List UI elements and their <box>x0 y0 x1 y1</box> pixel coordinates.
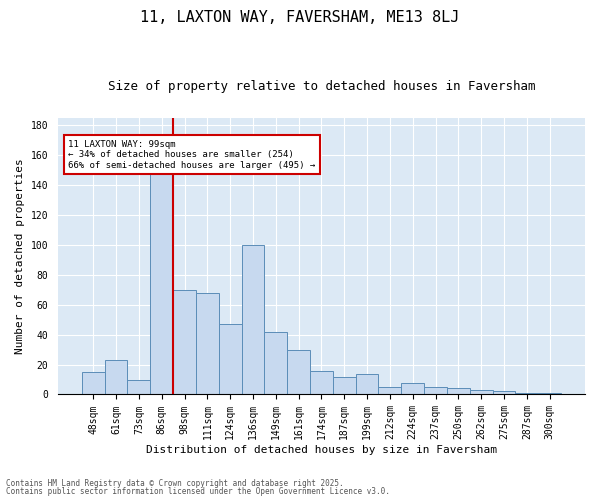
Y-axis label: Number of detached properties: Number of detached properties <box>15 158 25 354</box>
Bar <box>196 293 219 394</box>
Title: Size of property relative to detached houses in Faversham: Size of property relative to detached ho… <box>108 80 535 93</box>
Bar <box>82 372 104 394</box>
Bar <box>470 390 493 394</box>
Text: 11, LAXTON WAY, FAVERSHAM, ME13 8LJ: 11, LAXTON WAY, FAVERSHAM, ME13 8LJ <box>140 10 460 25</box>
Bar <box>538 393 561 394</box>
Bar <box>401 382 424 394</box>
Bar <box>447 388 470 394</box>
Bar <box>173 290 196 395</box>
Bar <box>104 360 127 394</box>
Text: Contains public sector information licensed under the Open Government Licence v3: Contains public sector information licen… <box>6 487 390 496</box>
Bar <box>265 332 287 394</box>
Bar <box>151 170 173 394</box>
X-axis label: Distribution of detached houses by size in Faversham: Distribution of detached houses by size … <box>146 445 497 455</box>
Bar <box>379 387 401 394</box>
Bar <box>424 387 447 394</box>
Bar <box>127 380 151 394</box>
Bar <box>515 393 538 394</box>
Bar <box>219 324 242 394</box>
Text: 11 LAXTON WAY: 99sqm
← 34% of detached houses are smaller (254)
66% of semi-deta: 11 LAXTON WAY: 99sqm ← 34% of detached h… <box>68 140 316 170</box>
Bar <box>493 392 515 394</box>
Bar <box>356 374 379 394</box>
Bar <box>242 245 265 394</box>
Bar <box>287 350 310 395</box>
Text: Contains HM Land Registry data © Crown copyright and database right 2025.: Contains HM Land Registry data © Crown c… <box>6 478 344 488</box>
Bar <box>333 376 356 394</box>
Bar <box>310 370 333 394</box>
